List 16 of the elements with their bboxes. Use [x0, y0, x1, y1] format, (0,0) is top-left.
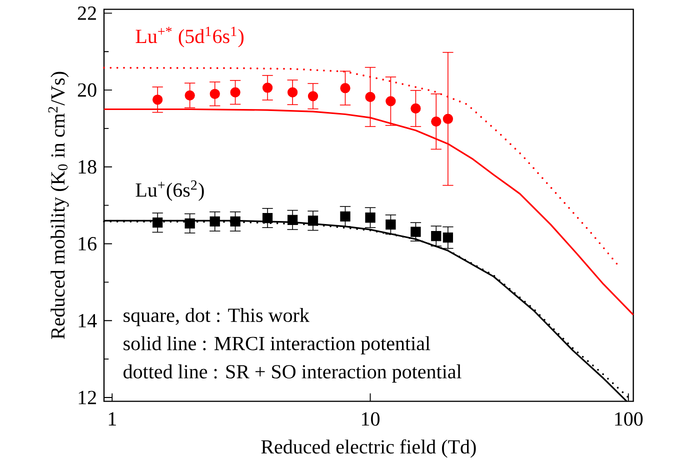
y-tick-label: 12	[78, 390, 96, 404]
y-tick-label: 16	[78, 237, 96, 250]
annotation: square, dot : This work	[124, 308, 310, 326]
y-tick-label: 18	[78, 160, 96, 174]
annotation: dotted line : SR + SO interaction potential	[124, 364, 462, 383]
x-axis-title: Reduced electric field (Td)	[261, 439, 476, 458]
series-label: Lu$^{+}$(6s$^{2}$)	[136, 180, 204, 201]
annotation: solid line : MRCI interaction potential	[124, 336, 430, 354]
y-tick-label: 14	[78, 314, 97, 328]
x-tick-label: 100	[615, 412, 643, 426]
y-tick-label: 22	[78, 6, 96, 20]
text: Lu$^{+*}$ (5d$^{1}$6s$^{1}$)	[136, 26, 244, 48]
y-tick-label: 20	[78, 83, 96, 97]
x-tick-label: 10	[362, 412, 380, 426]
x-tick-label: 1	[108, 412, 116, 426]
y-axis-title: Reduced mobility (K$_{0}$ in cm$^{2}$/Vs)	[48, 72, 69, 340]
